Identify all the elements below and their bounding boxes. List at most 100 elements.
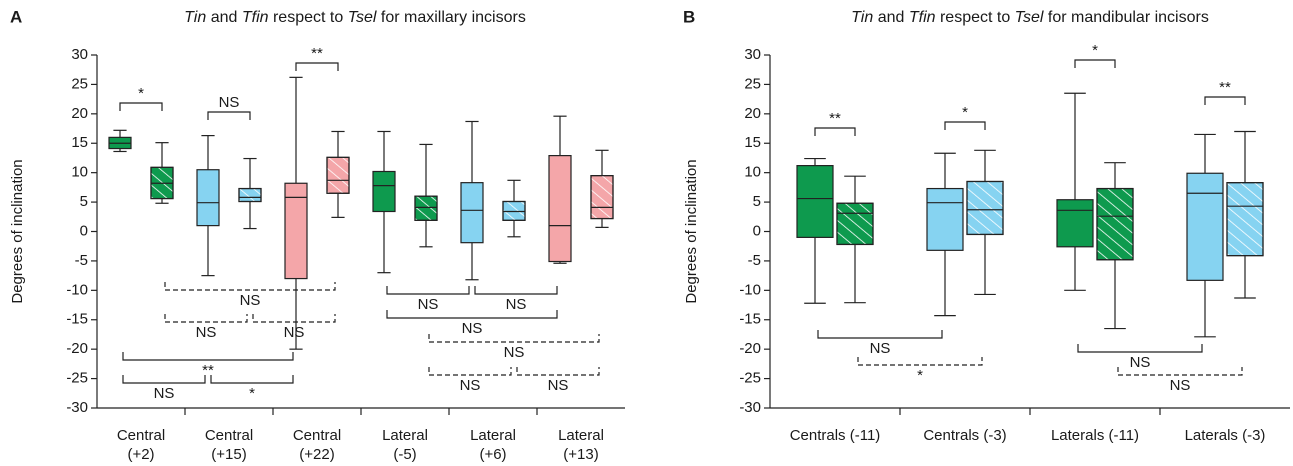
significance-bracket [210,375,294,384]
significance-label: NS [1170,377,1191,394]
significance-label: NS [870,340,891,357]
box [796,165,834,238]
title-part: Tsel [1015,9,1044,26]
x-tick-label: (-5) [393,446,416,463]
y-tick-label: 5 [753,193,761,210]
significance-label: * [1092,42,1098,59]
box-hatch [326,156,350,194]
x-tick-label: Laterals (-11) [1051,427,1139,444]
box-hatch [966,180,1004,236]
significance-bracket [295,62,339,71]
y-tick-label: -10 [66,281,88,298]
box [196,169,220,227]
significance-bracket [474,286,558,295]
y-tick-label: 30 [744,46,761,63]
significance-label: NS [219,94,240,111]
x-tick-label: Centrals (-3) [923,427,1006,444]
x-tick-label: Laterals (-3) [1185,427,1266,444]
x-tick-label: Central [205,427,253,444]
significance-label: NS [240,292,261,309]
significance-label: * [962,104,968,121]
y-tick-label: -25 [739,370,761,387]
significance-label: NS [504,344,525,361]
x-tick-label: Central [293,427,341,444]
significance-bracket [1117,367,1243,376]
significance-bracket [119,102,163,111]
y-axis-label: Degrees of inclination [683,159,700,303]
x-tick-label: (+22) [299,446,334,463]
x-tick-label: Centrals (-11) [790,427,881,444]
y-tick-label: 25 [71,75,88,92]
title-part: Tin [851,9,873,26]
title-part: respect to [936,9,1015,26]
significance-bracket [1204,96,1246,105]
significance-bracket [164,282,336,291]
box [1186,172,1224,281]
title-part: for maxillary incisors [376,9,525,26]
box [926,187,964,251]
y-tick-label: 10 [71,164,88,181]
significance-label: ** [311,45,323,62]
y-tick-label: 20 [71,105,88,122]
title-part: for mandibular incisors [1043,9,1208,26]
significance-bracket [207,111,251,120]
significance-bracket [516,367,600,376]
significance-label: ** [202,362,214,379]
y-tick-label: -30 [66,399,88,416]
y-tick-label: 25 [744,75,761,92]
significance-bracket [1074,59,1116,68]
y-tick-label: -30 [739,399,761,416]
y-axis-label: Degrees of inclination [9,159,26,303]
title-part: respect to [269,9,348,26]
box-hatch [836,202,874,246]
box [548,155,572,263]
significance-bracket [252,314,336,323]
y-tick-label: -15 [739,311,761,328]
box [372,170,396,213]
box [284,182,308,280]
y-tick-label: 5 [80,193,88,210]
significance-label: * [917,367,923,384]
significance-bracket [817,330,943,339]
y-tick-label: 0 [80,222,88,239]
panel-label: B [683,7,695,26]
significance-label: NS [548,377,569,394]
x-tick-label: (+6) [479,446,506,463]
significance-bracket [428,334,600,343]
y-tick-label: 15 [744,134,761,151]
box [1056,199,1094,248]
y-tick-label: -25 [66,370,88,387]
significance-label: NS [506,296,527,313]
box [460,182,484,244]
significance-label: NS [284,324,305,341]
box-hatch [238,187,262,203]
title-part: Tsel [348,9,377,26]
box-hatch [1226,182,1264,257]
x-tick-label: Central [117,427,165,444]
significance-bracket [386,286,470,295]
significance-bracket [164,314,248,323]
significance-label: ** [1219,79,1231,96]
y-tick-label: -5 [75,252,88,269]
significance-label: NS [196,324,217,341]
significance-bracket [386,310,558,319]
significance-bracket [122,375,206,384]
y-tick-label: -15 [66,311,88,328]
significance-label: * [249,385,255,402]
x-tick-label: Lateral [470,427,516,444]
x-tick-label: (+15) [211,446,246,463]
y-tick-label: -20 [66,340,88,357]
y-tick-label: 15 [71,134,88,151]
chart-title: Tin and Tfin respect to Tsel for maxilla… [184,9,526,26]
title-part: Tfin [909,9,936,26]
y-tick-label: -5 [748,252,761,269]
significance-bracket [857,357,983,366]
title-part: Tin [184,9,206,26]
y-tick-label: 10 [744,164,761,181]
x-tick-label: Lateral [382,427,428,444]
significance-bracket [428,367,512,376]
x-tick-label: (+13) [563,446,598,463]
significance-label: NS [462,320,483,337]
